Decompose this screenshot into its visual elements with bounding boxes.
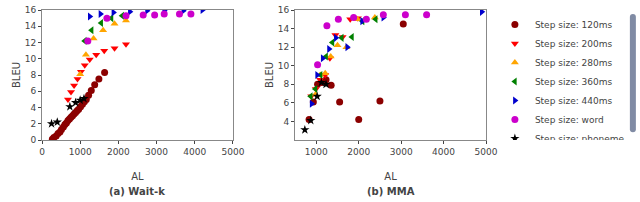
- svg-text:8: 8: [284, 79, 290, 89]
- svg-text:10: 10: [25, 54, 37, 64]
- svg-text:2000: 2000: [347, 147, 370, 157]
- svg-text:3000: 3000: [390, 147, 413, 157]
- svg-text:5000: 5000: [221, 147, 244, 157]
- svg-text:14: 14: [278, 24, 290, 34]
- svg-text:BLEU: BLEU: [264, 62, 275, 88]
- svg-text:12: 12: [278, 42, 289, 52]
- svg-text:AL: AL: [131, 171, 144, 182]
- svg-text:0: 0: [39, 147, 45, 157]
- svg-text:(b) MMA: (b) MMA: [367, 186, 415, 197]
- svg-text:6: 6: [30, 86, 36, 96]
- svg-text:14: 14: [25, 21, 37, 31]
- svg-text:0: 0: [30, 135, 36, 145]
- svg-text:Step size: 280ms: Step size: 280ms: [535, 58, 613, 68]
- svg-text:Step size: 360ms: Step size: 360ms: [535, 77, 613, 87]
- svg-text:2: 2: [30, 119, 36, 129]
- svg-text:1000: 1000: [305, 147, 328, 157]
- svg-text:Step size: 440ms: Step size: 440ms: [535, 96, 613, 106]
- svg-text:4000: 4000: [432, 147, 455, 157]
- svg-text:10: 10: [278, 61, 290, 71]
- svg-text:4: 4: [30, 103, 36, 113]
- svg-text:2000: 2000: [107, 147, 130, 157]
- svg-text:(a) Wait-k: (a) Wait-k: [109, 186, 165, 197]
- svg-text:1000: 1000: [69, 147, 92, 157]
- svg-text:5000: 5000: [475, 147, 498, 157]
- svg-text:Step size: word: Step size: word: [535, 115, 604, 125]
- svg-text:16: 16: [278, 5, 290, 15]
- svg-text:Step size: 120ms: Step size: 120ms: [535, 20, 613, 30]
- svg-text:3000: 3000: [145, 147, 168, 157]
- svg-text:Step size: phoneme: Step size: phoneme: [535, 134, 625, 140]
- svg-text:Step size: 200ms: Step size: 200ms: [535, 39, 613, 49]
- svg-text:BLEU: BLEU: [11, 62, 22, 88]
- svg-text:8: 8: [30, 70, 36, 80]
- svg-text:12: 12: [25, 38, 36, 48]
- svg-text:6: 6: [284, 98, 290, 108]
- svg-text:4000: 4000: [183, 147, 206, 157]
- svg-text:16: 16: [25, 5, 37, 15]
- svg-text:AL: AL: [384, 171, 397, 182]
- svg-text:4: 4: [284, 117, 290, 127]
